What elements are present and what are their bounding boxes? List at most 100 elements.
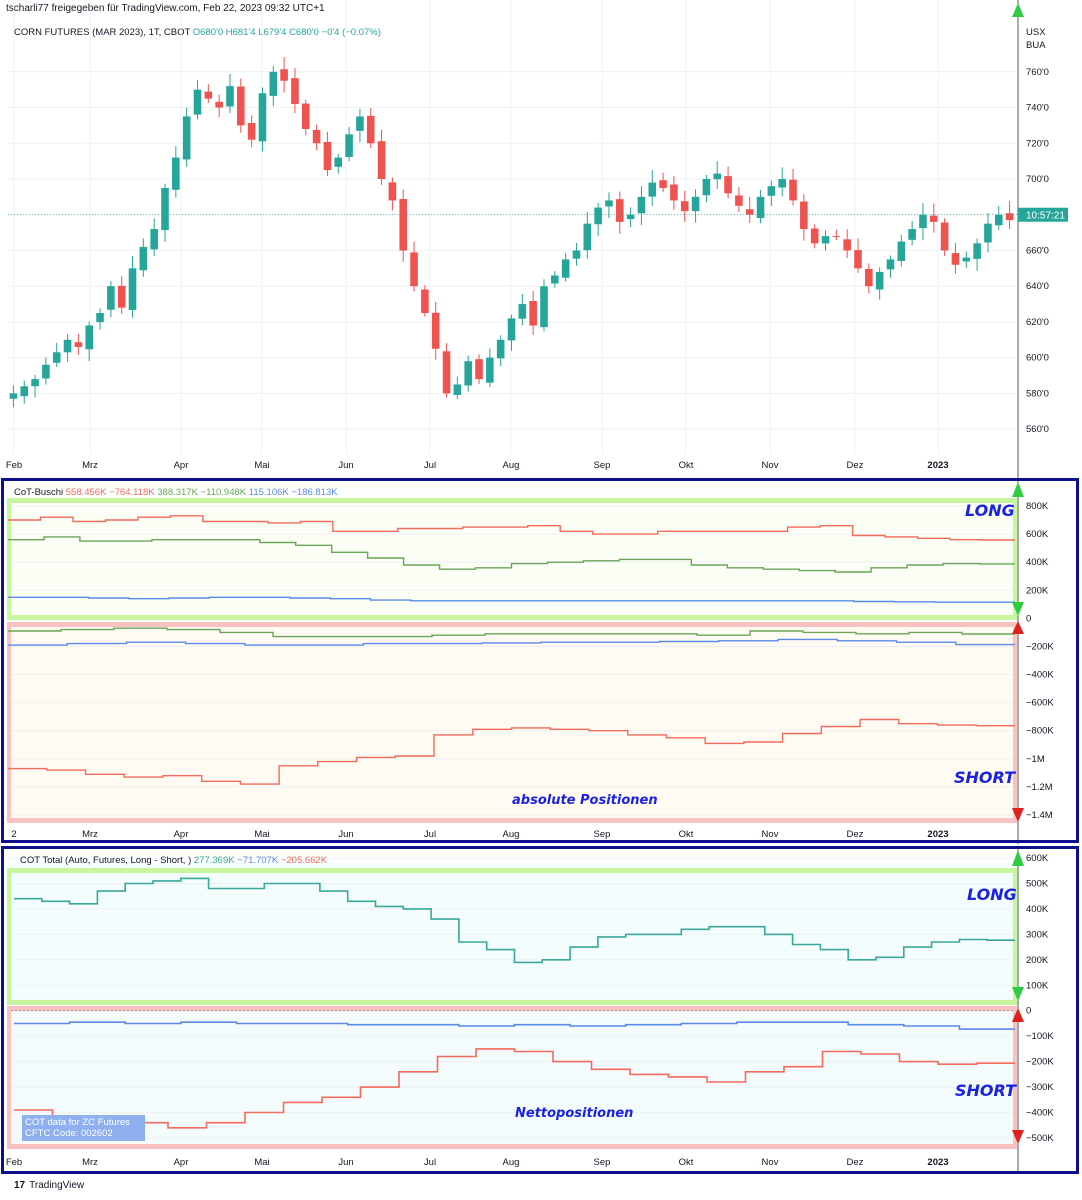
buschi-value-3: 388.317K — [157, 487, 198, 498]
arrow-up-icon — [1012, 482, 1024, 497]
candle-body — [984, 223, 992, 243]
buschi-axis-ticks: 800K 600K 400K 200K 0 −200K −400K −600K −800K −1M… — [1026, 501, 1054, 821]
candle-body — [594, 207, 602, 225]
candle-body — [886, 259, 895, 270]
time-tick-label: Mai — [254, 829, 269, 840]
cot-buschi-pane[interactable]: 800K 600K 400K 200K 0 −200K −400K −600K −800K −1M… — [0, 478, 1082, 844]
total-line-3 — [14, 1048, 1015, 1129]
candle-body — [962, 257, 971, 262]
buschi-tick-label: −800K — [1026, 726, 1054, 737]
time-axis: Feb Mrz Apr Mai Jun Jul Aug Sep Okt Nov Dez 2023 — [6, 460, 949, 471]
buschi-series — [8, 515, 1015, 785]
time-tick-label: Okt — [679, 1157, 694, 1168]
cot-info-box: COT data for ZC Futures CFTC Code: 00260… — [22, 1115, 145, 1141]
candle-body — [626, 214, 635, 220]
time-tick-label: Aug — [503, 829, 520, 840]
total-tick-label: 100K — [1026, 980, 1049, 991]
time-tick-label: Jul — [424, 1157, 436, 1168]
candle-body — [107, 286, 115, 310]
time-tick-label: Mai — [254, 1157, 269, 1168]
brand-name: TradingView — [29, 1180, 85, 1191]
candle-body — [605, 200, 613, 207]
footer-brand[interactable]: 17 TradingView — [14, 1180, 84, 1191]
total-legend[interactable]: COT Total (Auto, Futures, Long - Short, … — [20, 855, 327, 866]
published-note: tscharli77 freigegeben für TradingView.c… — [6, 3, 325, 14]
candle-body — [291, 78, 299, 104]
short-zone — [7, 1006, 1019, 1151]
buschi-value-6: −186.813K — [291, 487, 338, 498]
price-tick-label: 720'0 — [1026, 138, 1049, 149]
candle-body — [551, 275, 559, 284]
candle-body — [735, 195, 743, 206]
candle-body — [821, 236, 830, 244]
candle-body — [172, 157, 180, 190]
candle-body — [63, 339, 72, 353]
total-value-3: −205.662K — [280, 855, 328, 866]
buschi-tick-label: −1.4M — [1026, 810, 1053, 821]
total-tick-label: 0 — [1026, 1006, 1031, 1017]
buschi-tick-label: 600K — [1026, 529, 1049, 540]
short-band-bottom — [7, 1144, 1017, 1149]
long-band-right — [1013, 498, 1017, 620]
candle-body — [865, 269, 873, 287]
short-band-right — [1013, 1006, 1017, 1148]
candle-body — [680, 201, 689, 212]
total-tick-label: −500K — [1026, 1133, 1054, 1144]
candle-body — [345, 134, 353, 157]
candle-body — [843, 239, 851, 251]
buschi-line-1 — [8, 515, 1015, 541]
symbol-name: CORN FUTURES (MAR 2023), 1T, CBOT — [14, 27, 191, 38]
time-tick-label: Jun — [338, 829, 353, 840]
price-tick-label: 640'0 — [1026, 281, 1049, 292]
candle-body — [615, 199, 624, 222]
short-label: SHORT — [955, 1081, 1017, 1100]
candle-body — [767, 186, 776, 196]
candle-body — [800, 201, 808, 230]
candle-body — [117, 285, 126, 308]
time-tick-label: Aug — [503, 460, 520, 471]
price-tick-label: 580'0 — [1026, 388, 1049, 399]
candle-body — [540, 286, 548, 328]
candle-body — [919, 214, 927, 229]
short-band-left — [7, 1006, 11, 1148]
time-tick-label: Sep — [594, 829, 611, 840]
candle-body — [323, 141, 332, 171]
candle-body — [377, 141, 386, 179]
price-candles — [9, 57, 1014, 408]
total-line-2 — [14, 1021, 1015, 1030]
arrow-up-icon — [1012, 850, 1024, 866]
candle-body — [583, 223, 592, 251]
candle-body — [572, 250, 581, 259]
time-tick-label: Sep — [594, 1157, 611, 1168]
candle-body — [659, 180, 667, 188]
candle-body — [226, 86, 234, 107]
arrow-up-icon — [1012, 3, 1024, 17]
price-chart[interactable]: USX BUA 760'0740'0720'0700'0680'0660'064… — [0, 0, 1082, 478]
total-value-1: 277.369K — [193, 855, 235, 866]
time-tick-label: Feb — [6, 1157, 22, 1168]
candle-body — [442, 351, 451, 394]
candle-body — [247, 122, 256, 140]
candle-body — [74, 342, 83, 347]
pane-caption: absolute Positionen — [512, 793, 658, 808]
candle-body — [421, 289, 429, 313]
cot-total-pane[interactable]: 600K 500K 400K 300K 200K 100K 0 −100K −200K −300K… — [0, 846, 1082, 1174]
buschi-grid — [8, 505, 1018, 816]
time-tick-label: Mai — [254, 460, 269, 471]
total-series — [14, 877, 1015, 1129]
time-tick-label: Dez — [847, 460, 864, 471]
time-tick-label: Mrz — [82, 1157, 98, 1168]
candle-body — [973, 243, 981, 259]
candle-body — [431, 312, 440, 349]
candle-body — [1005, 213, 1014, 221]
buschi-value-1: 558.456K — [65, 487, 107, 498]
total-tick-label: 400K — [1026, 904, 1049, 915]
candle-body — [897, 241, 906, 261]
buschi-legend[interactable]: CoT-Buschi 558.456K −764.118K 388.317K −… — [14, 487, 338, 498]
arrow-down-icon — [1012, 1130, 1024, 1144]
buschi-value-4: −110.948K — [200, 487, 247, 498]
candle-body — [724, 176, 732, 194]
time-tick-label: Nov — [762, 1157, 779, 1168]
symbol-legend[interactable]: CORN FUTURES (MAR 2023), 1T, CBOT O680'0… — [14, 27, 381, 38]
currency-label: USX — [1026, 27, 1046, 38]
